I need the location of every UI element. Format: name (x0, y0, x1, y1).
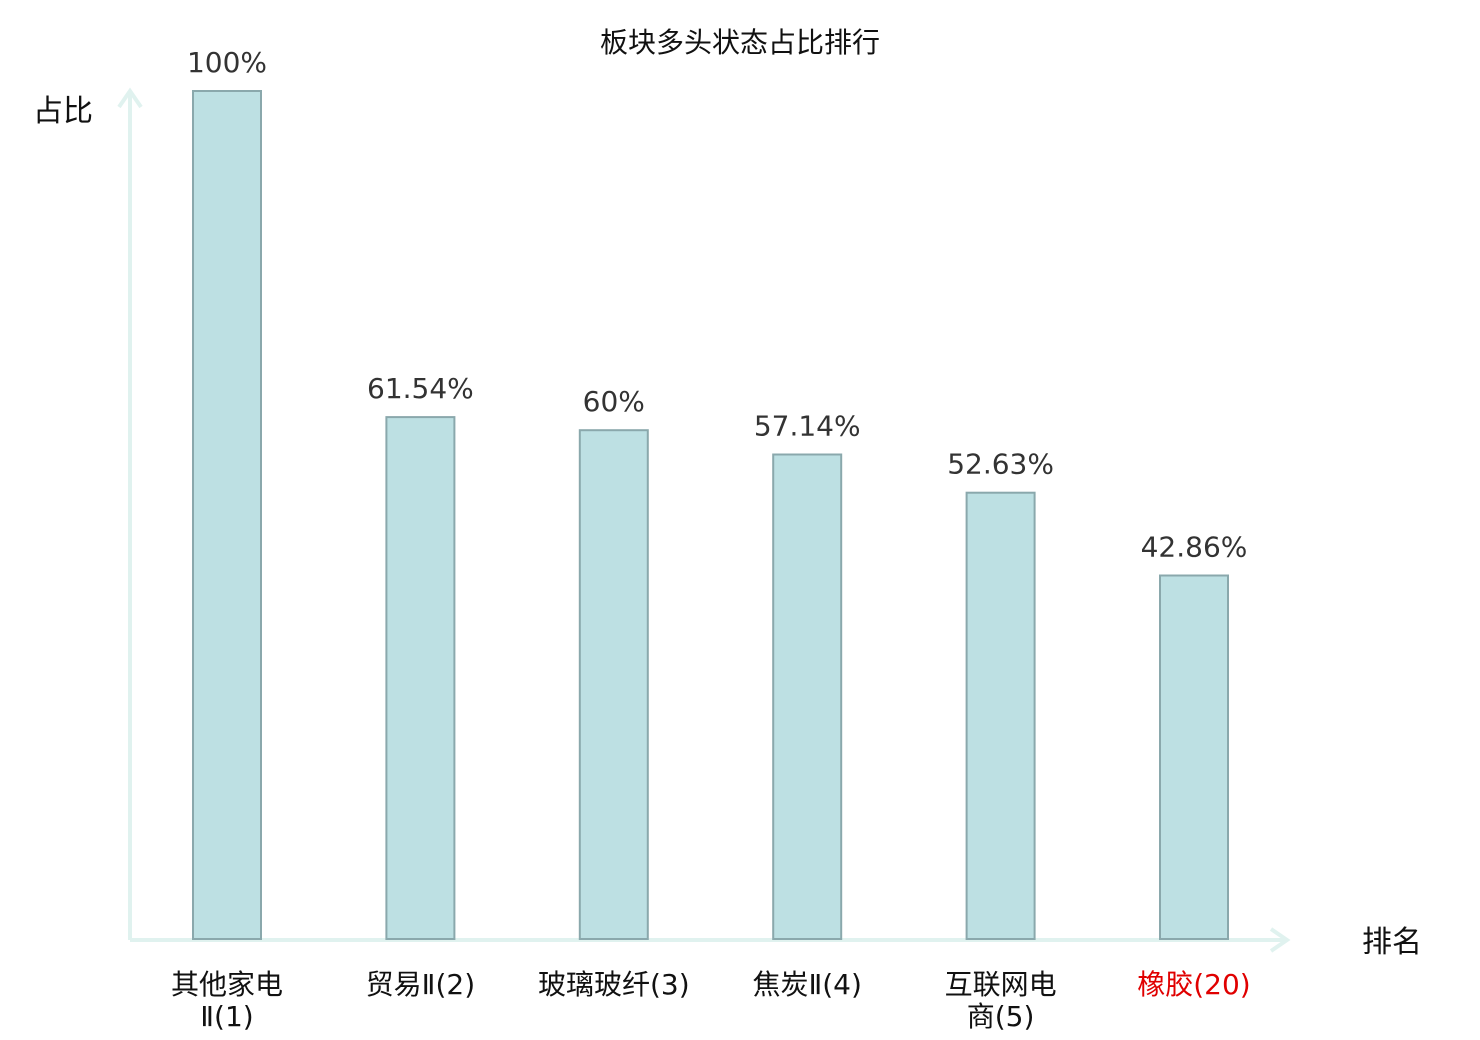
value-label-6: 42.86% (1141, 531, 1248, 564)
x-axis-arrow (1269, 927, 1291, 953)
bars-group (192, 90, 1229, 941)
value-label-5: 52.63% (947, 448, 1054, 481)
value-labels-group: 100% 61.54% 60% 57.14% 52.63% 42.86% (187, 46, 1247, 564)
bar-6 (1159, 574, 1229, 940)
category-label-5-line-1: 互联网电 (945, 968, 1057, 1001)
category-label-1-line-1: 其他家电 (171, 968, 283, 1001)
category-label-2: 贸易Ⅱ(2) (366, 968, 475, 1001)
category-label-3: 玻璃玻纤(3) (538, 968, 690, 1001)
y-axis-label: 占比 (33, 94, 93, 129)
value-label-1: 100% (187, 46, 267, 79)
category-label-5-line-2: 商(5) (967, 1000, 1035, 1033)
bar-3 (578, 429, 649, 940)
value-label-4: 57.14% (754, 410, 861, 443)
bar-1 (192, 90, 262, 940)
category-label-6: 橡胶(20) (1137, 968, 1250, 1001)
value-label-2: 61.54% (367, 372, 474, 405)
category-label-1-line-2: Ⅱ(1) (200, 1000, 253, 1033)
axes (117, 87, 1291, 953)
bar-2 (385, 416, 456, 941)
value-label-3: 60% (583, 385, 645, 418)
chart-title: 板块多头状态占比排行 (600, 26, 880, 59)
y-axis-arrow (117, 87, 143, 109)
bar-4 (772, 453, 843, 940)
x-axis-label: 排名 (1362, 925, 1422, 960)
category-label-4: 焦炭Ⅱ(4) (752, 968, 861, 1001)
bar-5 (965, 491, 1036, 940)
